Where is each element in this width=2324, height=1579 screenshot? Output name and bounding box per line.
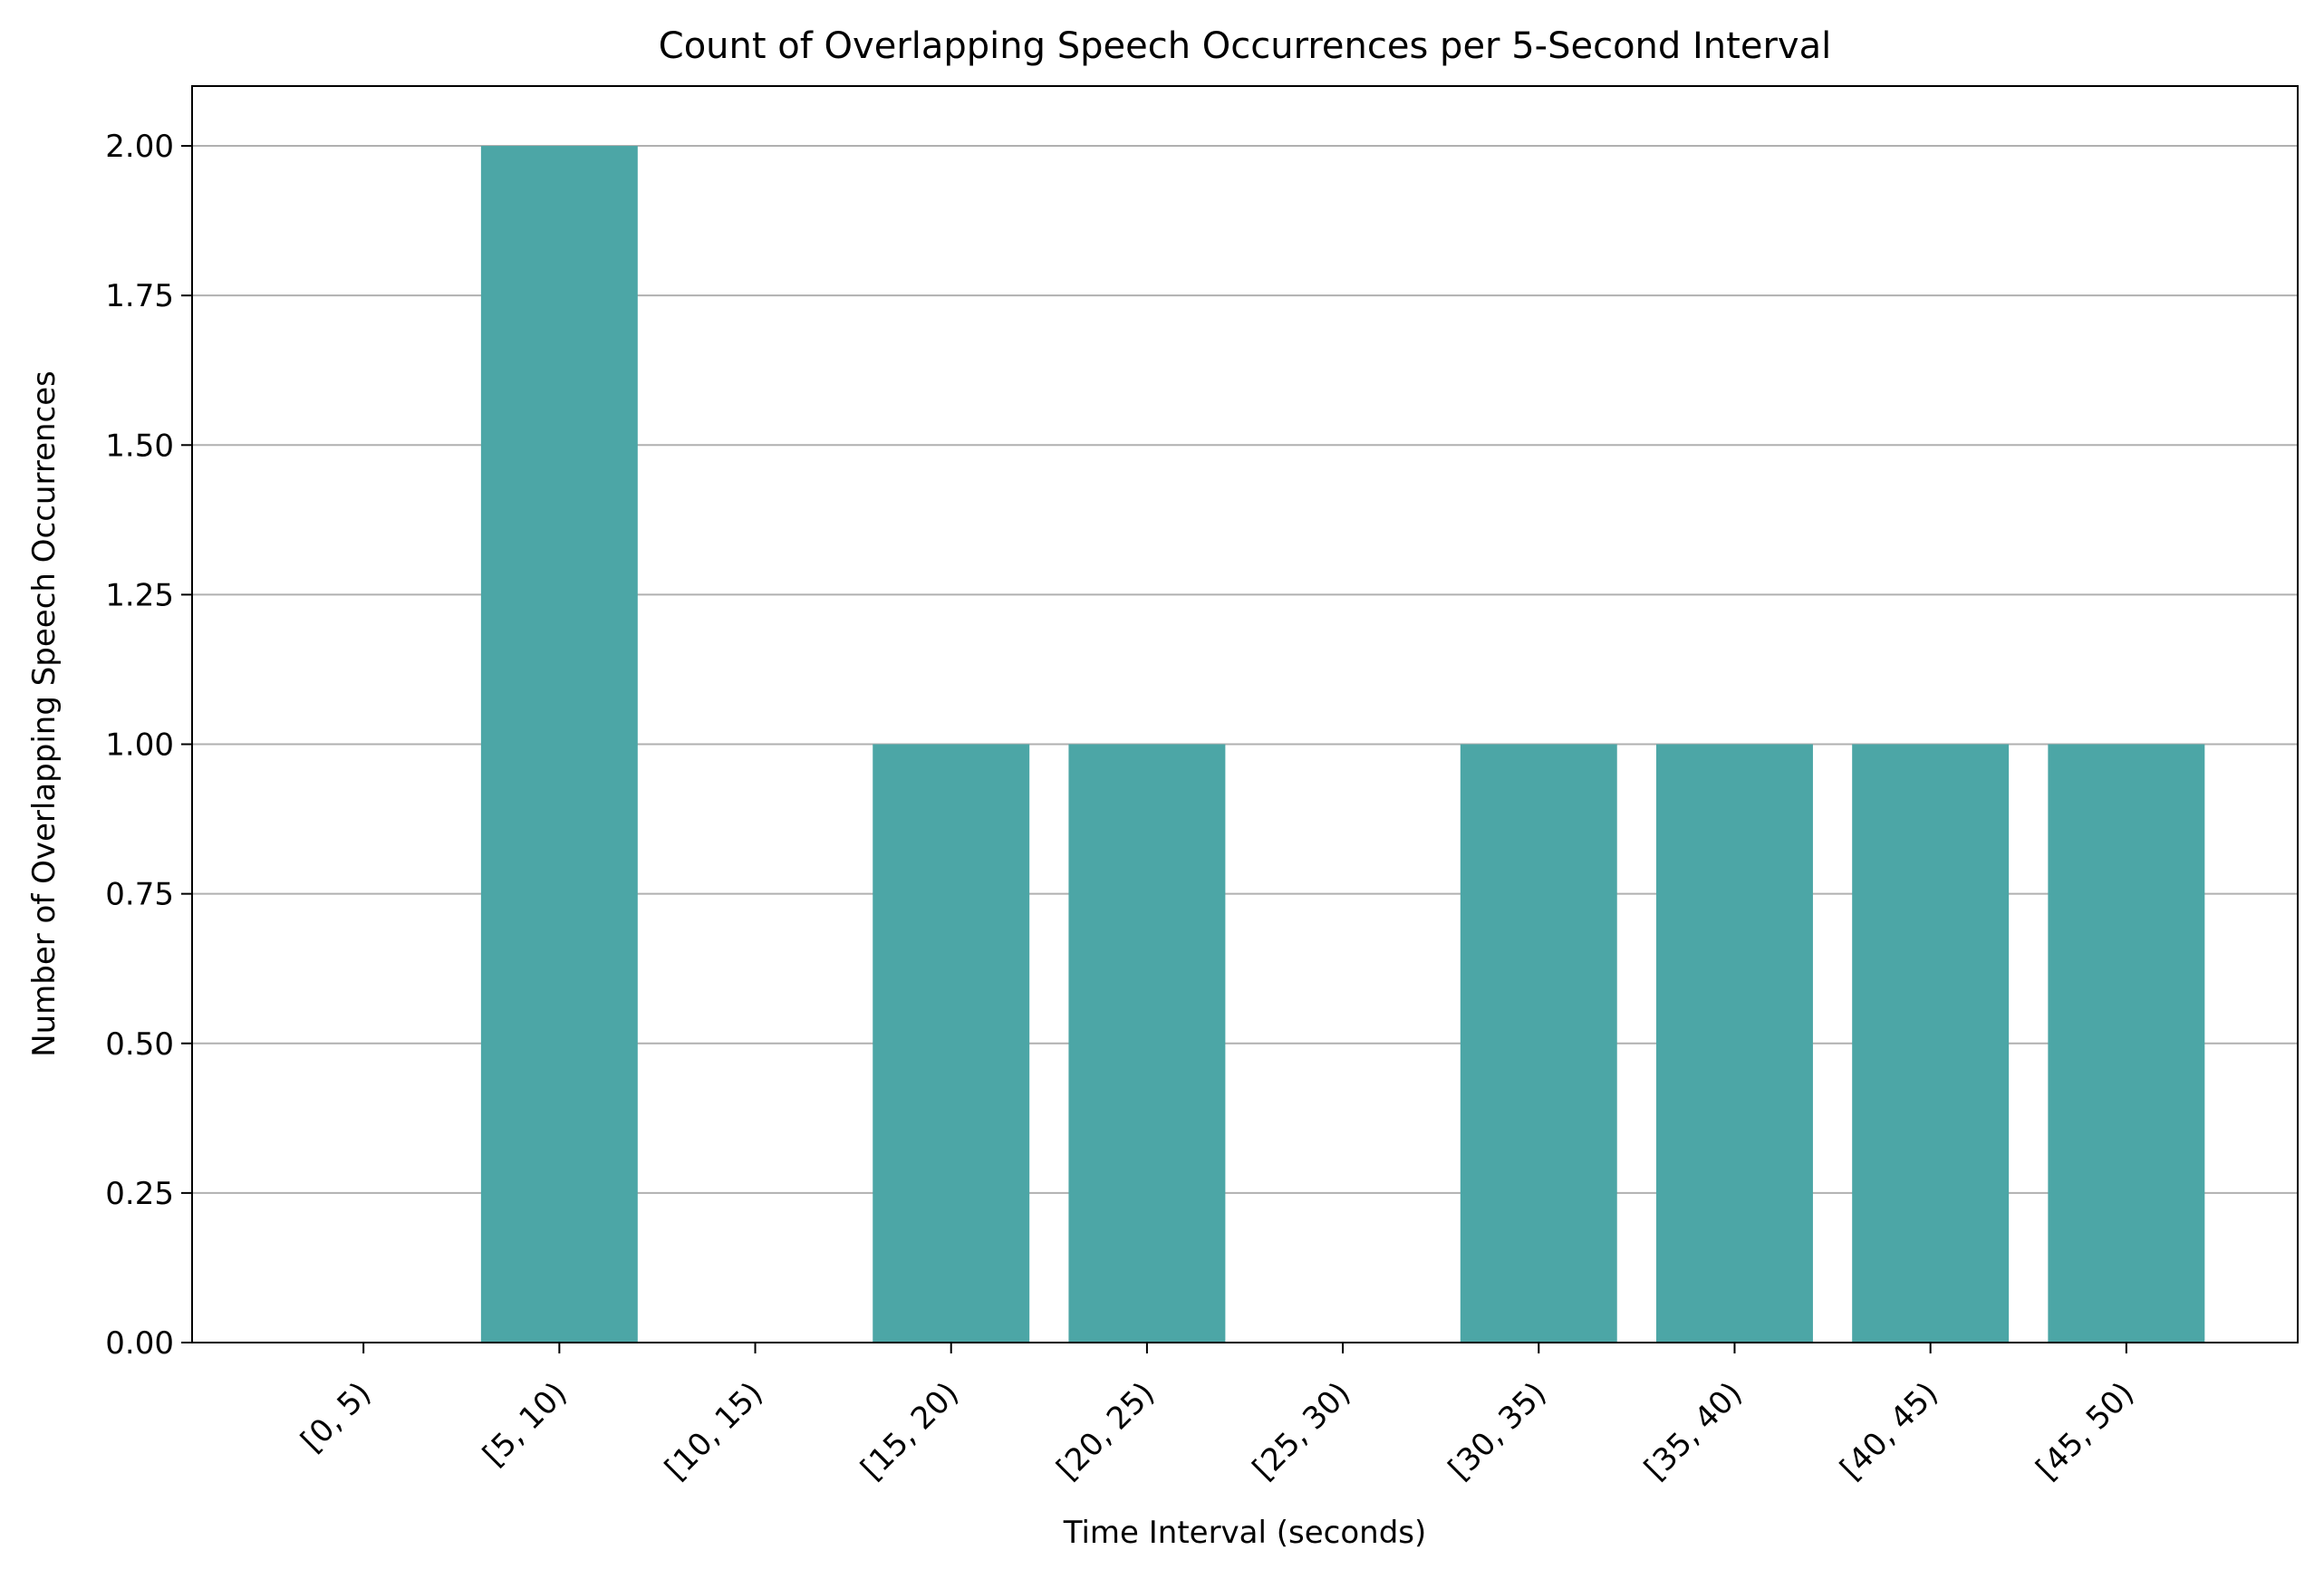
y-tick-label: 0.00 <box>105 1325 174 1362</box>
y-tick-label: 1.25 <box>105 577 174 613</box>
bar <box>1852 744 2010 1343</box>
y-tick-label: 0.75 <box>105 877 174 913</box>
bar <box>2048 744 2205 1343</box>
y-tick-label: 1.75 <box>105 278 174 314</box>
y-axis-ticks: 0.00 0.25 0.50 0.75 1.00 1.25 1.50 1.75 2.00 <box>105 129 192 1362</box>
chart-title: Count of Overlapping Speech Occurrences … <box>659 25 1831 67</box>
bar <box>1655 744 1813 1343</box>
y-axis-label: Number of Overlapping Speech Occurrences <box>26 371 63 1057</box>
bars <box>480 146 2205 1343</box>
bar <box>1460 744 1617 1343</box>
y-tick-label: 0.25 <box>105 1176 174 1212</box>
y-tick-label: 0.50 <box>105 1026 174 1063</box>
y-tick-label: 1.00 <box>105 727 174 764</box>
y-tick-label: 1.50 <box>105 428 174 464</box>
bar <box>480 146 638 1343</box>
plot-frame <box>191 85 2299 1343</box>
bar <box>1068 744 1226 1343</box>
x-axis-label: Time Interval (seconds) <box>1063 1515 1427 1551</box>
y-tick-label: 2.00 <box>105 129 174 165</box>
bar <box>873 744 1030 1343</box>
